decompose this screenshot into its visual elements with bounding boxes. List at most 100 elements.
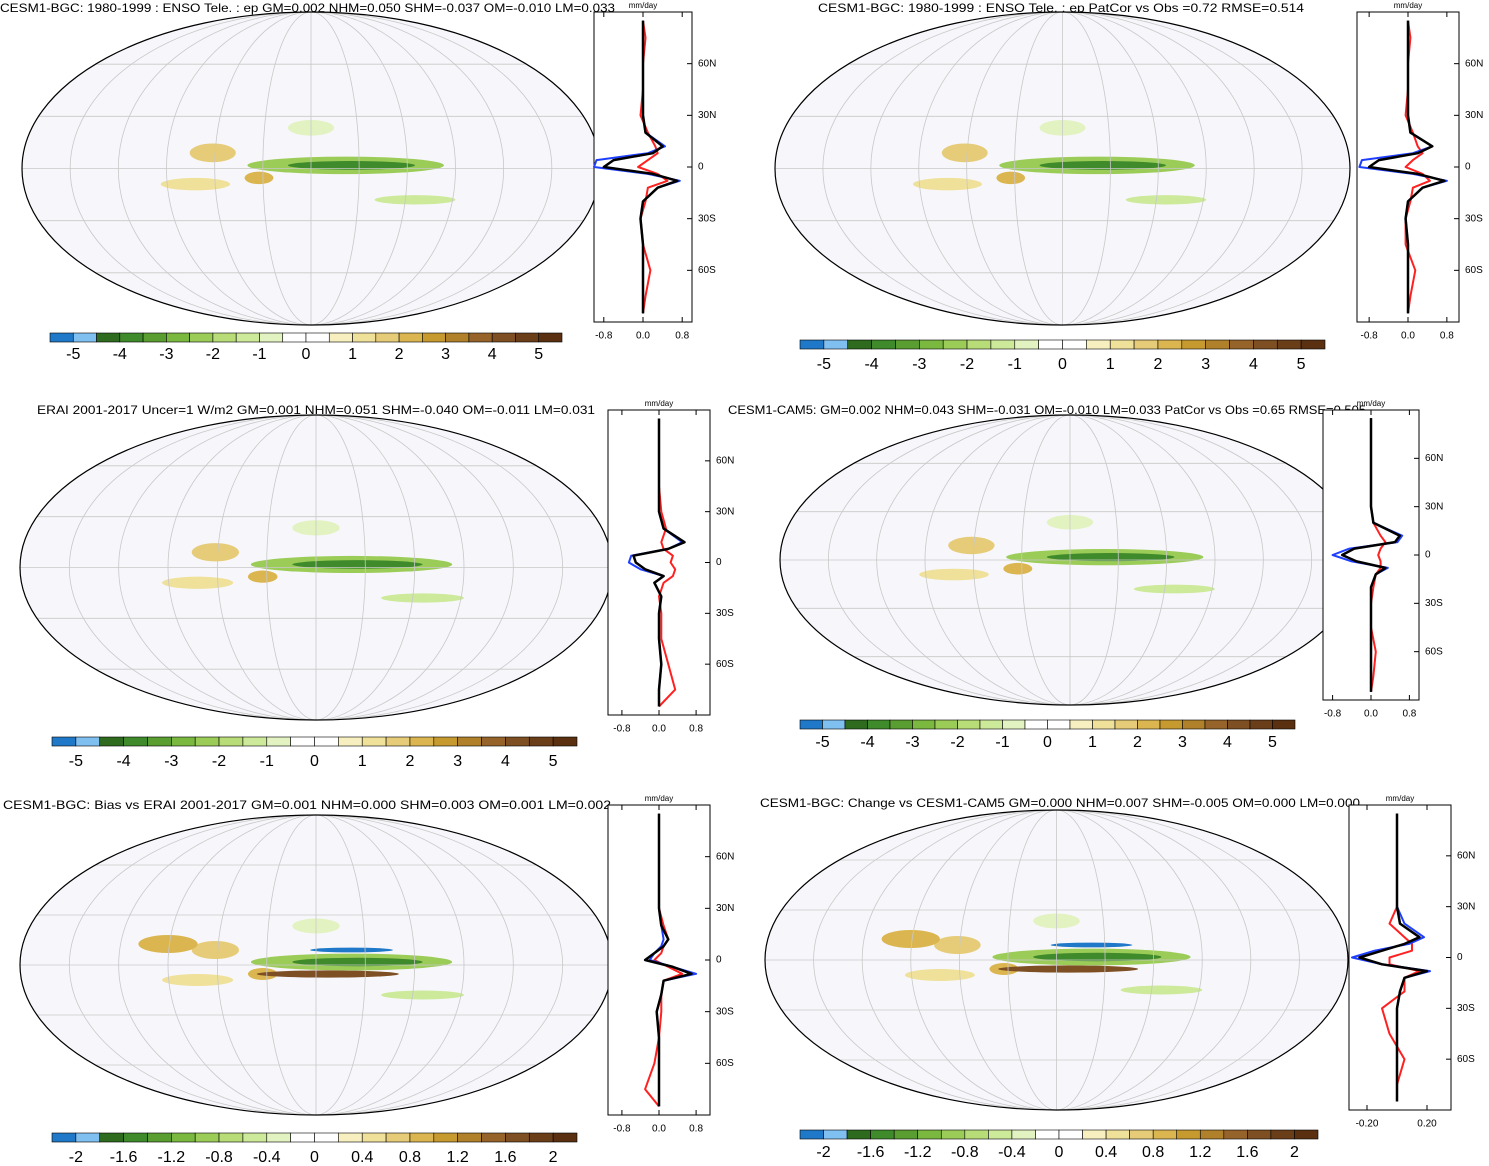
y-tick-label: 60N (1457, 850, 1475, 861)
colorbar-box (912, 719, 936, 730)
x-tick-label: 0.8 (1440, 331, 1454, 342)
colorbar-label: 5 (549, 753, 558, 770)
colorbar-box (1082, 1129, 1107, 1140)
colorbar-box (282, 332, 307, 343)
colorbar-box (823, 339, 849, 350)
colorbar-box (147, 1132, 172, 1143)
panel: ERAI 2001-2017 Uncer=1 W/m2 GM=0.001 NHM… (19, 399, 734, 770)
panel: CESM1-CAM5: GM=0.002 NHM=0.043 SHM=-0.03… (728, 399, 1443, 751)
colorbar-label: 2 (1290, 1144, 1299, 1161)
colorbar-box (51, 1132, 77, 1143)
x-tick-label: 0.0 (1401, 331, 1415, 342)
x-tick-label: 0.0 (1364, 709, 1378, 720)
x-tick-label: -0.8 (613, 1124, 631, 1135)
colorbar-box (468, 332, 493, 343)
y-tick-label: 0 (716, 557, 722, 568)
map-shading (247, 570, 278, 583)
x-tick-label: 0.8 (1402, 709, 1416, 720)
colorbar-box (433, 736, 458, 747)
colorbar-box (352, 332, 377, 343)
colorbar-label: -5 (66, 346, 80, 363)
colorbar-box (433, 1132, 458, 1143)
panel-title: CESM1-BGC: Bias vs ERAI 2001-2017 GM=0.0… (3, 798, 611, 812)
y-tick-label: 30N (1465, 110, 1483, 121)
profile-unit: mm/day (645, 399, 673, 408)
colorbar-label: 0.4 (1095, 1144, 1117, 1161)
colorbar-box (1047, 719, 1071, 730)
map-shading (381, 593, 464, 603)
panel-title: ERAI 2001-2017 Uncer=1 W/m2 GM=0.001 NHM… (37, 403, 595, 417)
colorbar-label: -1 (995, 734, 1009, 751)
profile-unit: mm/day (645, 794, 673, 803)
colorbar-box (1247, 1129, 1272, 1140)
map-shading (1125, 195, 1207, 205)
colorbar-label: 5 (534, 346, 543, 363)
colorbar-label: 0 (1055, 1144, 1064, 1161)
map-shading (1033, 952, 1162, 962)
y-tick-label: 30N (1457, 901, 1475, 912)
map-shading (160, 177, 231, 191)
y-tick-label: 0 (1465, 162, 1471, 173)
panel: CESM1-BGC: Bias vs ERAI 2001-2017 GM=0.0… (3, 794, 734, 1166)
colorbar-box (1109, 339, 1135, 350)
map-shading (1050, 942, 1133, 948)
y-tick-label: 60S (1425, 646, 1443, 657)
colorbar-box (822, 719, 846, 730)
map-shading (162, 576, 234, 589)
colorbar-box (290, 736, 315, 747)
colorbar-box (1024, 719, 1048, 730)
y-tick-label: 30S (716, 608, 734, 619)
colorbar-box (1069, 719, 1093, 730)
colorbar-box (171, 1132, 196, 1143)
map-shading (162, 974, 234, 986)
y-tick-label: 30N (716, 506, 734, 517)
map-shading (256, 970, 399, 978)
colorbar-box (1229, 339, 1254, 350)
map-shading (913, 177, 982, 191)
colorbar-label: -2 (960, 356, 974, 373)
colorbar-label: -2 (950, 734, 964, 751)
colorbar-box (1011, 1129, 1036, 1140)
colorbar-label: 0 (310, 1149, 319, 1166)
colorbar-label: -1.2 (158, 1149, 186, 1166)
profile-unit: mm/day (1394, 1, 1422, 10)
map-content (775, 12, 1350, 325)
colorbar-box (979, 719, 1003, 730)
panel-title: CESM1-BGC: 1980-1999 : ENSO Tele. : ep G… (0, 1, 615, 15)
profile-line (1358, 813, 1429, 1102)
colorbar-box (242, 736, 268, 747)
colorbar-label: 5 (1268, 734, 1277, 751)
colorbar-box (957, 719, 981, 730)
x-tick-label: -0.8 (595, 331, 613, 342)
colorbar-box (242, 1132, 268, 1143)
colorbar-box (361, 736, 387, 747)
colorbar-box (870, 1129, 895, 1140)
y-tick-label: 0 (1457, 952, 1463, 963)
colorbar-label: -4 (113, 346, 127, 363)
colorbar-label: -2 (206, 346, 220, 363)
colorbar-label: -2 (69, 1149, 83, 1166)
colorbar-label: 5 (1297, 356, 1306, 373)
colorbar-box (552, 736, 578, 747)
colorbar-label: -4 (860, 734, 874, 751)
y-tick-label: 30S (698, 213, 716, 224)
colorbar-box (1152, 1129, 1178, 1140)
colorbar-label: -3 (912, 356, 926, 373)
colorbar-box (1270, 1129, 1295, 1140)
colorbar-box (799, 1129, 824, 1140)
colorbar-box (123, 736, 148, 747)
profile-unit: mm/day (1357, 399, 1385, 408)
colorbar-box (1249, 719, 1273, 730)
panel: CESM1-BGC: Change vs CESM1-CAM5 GM=0.000… (760, 794, 1475, 1161)
y-tick-label: 30N (1425, 501, 1443, 512)
map-shading (189, 143, 236, 163)
colorbar-box (457, 1132, 482, 1143)
colorbar-box (338, 1132, 363, 1143)
colorbar-box (75, 736, 101, 747)
colorbar-box (919, 339, 944, 350)
y-tick-label: 60N (716, 455, 734, 466)
colorbar-box (1062, 339, 1087, 350)
colorbar-box (49, 332, 74, 343)
map-shading (919, 568, 989, 581)
